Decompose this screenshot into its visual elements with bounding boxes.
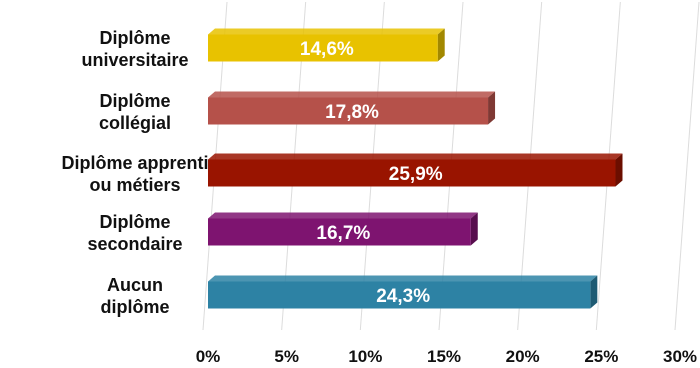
x-tick-label-6: 30% xyxy=(663,347,697,366)
bar-front-face xyxy=(208,218,471,246)
bar-2: 25,9% xyxy=(208,153,623,187)
bar-top-face xyxy=(208,28,445,35)
data-label-0: 14,6% xyxy=(300,39,354,60)
category-label-1: Diplôme collégial xyxy=(99,91,171,133)
category-label-4: Aucun diplôme xyxy=(100,275,169,317)
x-axis-tick-labels: 0% 5% 10% 15% 20% 25% 30% xyxy=(196,347,697,366)
gridline-6 xyxy=(674,1,700,331)
x-tick-label-1: 5% xyxy=(274,347,299,366)
category-labels: Diplôme universitaire Diplôme collégial Dipl… xyxy=(61,28,208,317)
bar-side-face xyxy=(437,28,445,62)
bar-front-face xyxy=(208,97,489,125)
bar-top-face xyxy=(208,91,496,98)
data-label-3: 16,7% xyxy=(316,223,370,244)
bar-top-face xyxy=(208,153,623,160)
bar-4: 24,3% xyxy=(208,275,598,309)
bar-3: 16,7% xyxy=(208,212,478,246)
category-label-0: Diplôme universitaire xyxy=(81,28,188,70)
x-tick-label-3: 15% xyxy=(427,347,461,366)
bars: 14,6% 17,8% 25,9% 16,7% 24,3% xyxy=(208,28,623,309)
bar-1: 17,8% xyxy=(208,91,496,125)
bar-front-face xyxy=(208,281,591,309)
bar-front-face xyxy=(208,159,616,187)
x-tick-label-5: 25% xyxy=(584,347,618,366)
x-tick-label-4: 20% xyxy=(506,347,540,366)
bar-side-face xyxy=(590,275,598,309)
bar-side-face xyxy=(615,153,623,187)
bar-top-face xyxy=(208,212,478,219)
bar-top-face xyxy=(208,275,598,282)
data-label-1: 17,8% xyxy=(325,102,379,123)
bar-side-face xyxy=(470,212,478,246)
bar-front-face xyxy=(208,34,438,62)
bar-0: 14,6% xyxy=(208,28,445,62)
bar-side-face xyxy=(488,91,496,125)
data-label-2: 25,9% xyxy=(389,164,443,185)
category-label-2: Diplôme apprenti ou métiers xyxy=(61,153,208,195)
data-label-4: 24,3% xyxy=(376,286,430,307)
x-tick-label-2: 10% xyxy=(348,347,382,366)
x-tick-label-0: 0% xyxy=(196,347,221,366)
category-label-3: Diplôme secondaire xyxy=(87,212,182,254)
